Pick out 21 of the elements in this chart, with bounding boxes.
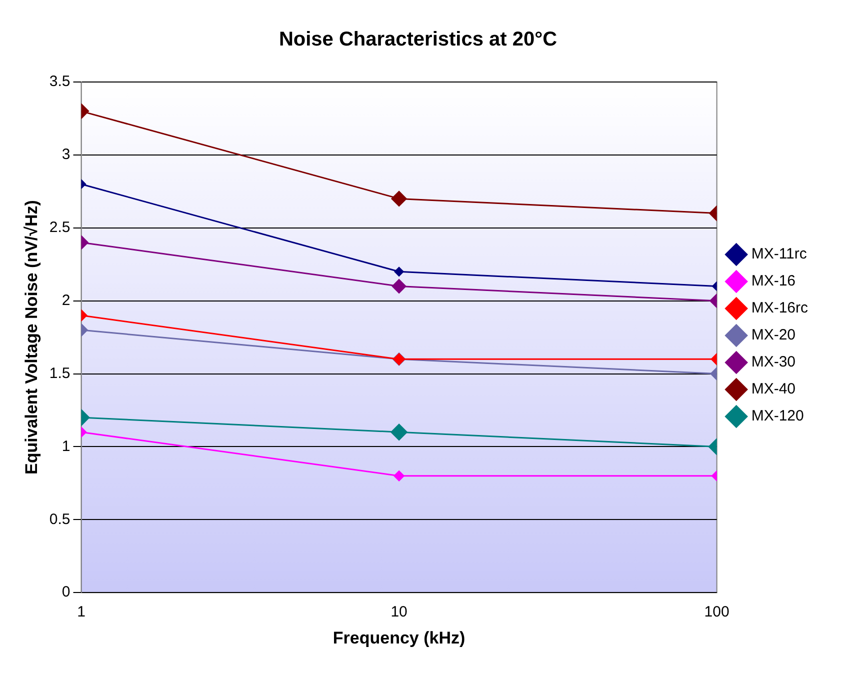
y-tick-label: 1.5 xyxy=(49,364,70,382)
x-tick-label: 100 xyxy=(704,604,730,621)
legend-label: MX-20 xyxy=(751,326,796,344)
x-tick-label: 1 xyxy=(77,604,86,621)
legend-label: MX-11rc xyxy=(751,246,808,263)
y-tick-label: 0.5 xyxy=(49,510,70,528)
chart-title: Noise Characteristics at 20°C xyxy=(278,28,558,51)
y-tick-label: 0 xyxy=(62,584,70,601)
y-tick-label: 3 xyxy=(62,146,70,164)
legend-label: MX-16rc xyxy=(751,300,808,317)
y-tick-label: 2.5 xyxy=(49,219,70,236)
y-tick-label: 3.5 xyxy=(49,73,70,90)
x-tick-label: 10 xyxy=(390,604,408,621)
legend-label: MX-30 xyxy=(751,354,796,371)
legend-label: MX-16 xyxy=(751,272,796,290)
x-axis-title: Frequency (kHz) xyxy=(332,628,466,648)
y-tick-label: 1 xyxy=(62,438,70,455)
y-tick-label: 2 xyxy=(62,292,70,309)
y-axis-title: Equivalent Voltage Noise (nV/√Hz) xyxy=(22,200,41,475)
legend-label: MX-120 xyxy=(751,408,804,425)
legend-label: MX-40 xyxy=(751,380,796,398)
